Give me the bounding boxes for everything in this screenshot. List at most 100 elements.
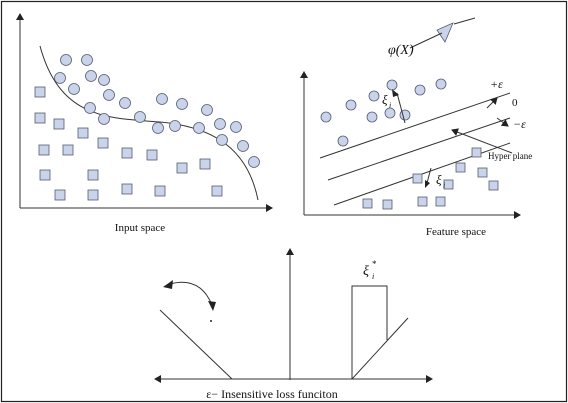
slack-upper-arrowhead xyxy=(392,89,399,97)
loss-function-panel: ξ * i ε− Insensitive loss funciton xyxy=(154,248,433,401)
mapping-line xyxy=(409,32,443,49)
input-circle xyxy=(201,104,213,116)
feature-circle xyxy=(320,111,332,123)
feature-square xyxy=(455,162,466,173)
epsilon-insensitive-loss-curve xyxy=(159,309,409,380)
xi-upper-label: ξ xyxy=(382,92,388,107)
input-circle xyxy=(98,74,110,86)
input-circle xyxy=(81,54,93,66)
input-square xyxy=(146,149,158,161)
mapping-triangle-icon xyxy=(436,22,454,43)
input-square xyxy=(97,137,109,149)
slack-upper-arrow xyxy=(396,92,406,124)
feature-space-panel: +ε 0 −ε Hyper plane ξ i ξ i Feature spac… xyxy=(300,71,532,238)
slack-rectangle xyxy=(351,285,388,379)
rotation-arrowhead-left xyxy=(163,280,173,289)
feature-square xyxy=(471,147,482,158)
input-circle xyxy=(248,156,260,168)
feature-circle xyxy=(414,84,426,96)
feature-circle xyxy=(366,111,378,123)
input-circle xyxy=(98,113,110,125)
input-square xyxy=(121,147,133,159)
input-square xyxy=(176,162,188,174)
feature-square xyxy=(488,180,499,191)
epsilon-plus-arrow xyxy=(486,97,498,109)
input-circle xyxy=(230,121,242,133)
slack-lower-arrowhead xyxy=(425,180,430,188)
feature-circles xyxy=(320,78,447,147)
input-square xyxy=(62,144,74,156)
feature-circle xyxy=(435,78,447,90)
feature-square xyxy=(362,198,373,209)
feature-square xyxy=(417,196,428,207)
input-circle xyxy=(169,120,181,132)
input-square xyxy=(38,144,50,156)
input-circle xyxy=(68,83,80,95)
input-circle xyxy=(214,118,226,130)
feature-square xyxy=(435,196,446,207)
input-circle xyxy=(60,54,72,66)
input-square xyxy=(77,127,89,139)
epsilon-upper-line xyxy=(319,92,511,159)
xi-upper-subscript: i xyxy=(389,101,391,110)
feature-circle xyxy=(337,135,349,147)
feature-squares xyxy=(362,147,499,210)
input-square xyxy=(34,86,46,98)
input-circle xyxy=(152,122,164,134)
feature-circle xyxy=(345,99,357,111)
slack-lower-arrow xyxy=(426,167,432,184)
feature-square xyxy=(412,173,423,184)
epsilon-minus-arrow xyxy=(496,117,509,127)
mapping-line xyxy=(453,17,476,25)
zero-label: 0 xyxy=(512,97,518,109)
mapping-label: φ(X) xyxy=(388,43,414,58)
input-circle xyxy=(85,70,97,82)
feature-circle xyxy=(384,107,396,119)
hyperplane-pointer xyxy=(451,128,513,154)
loss-function-caption: ε− Insensitive loss funciton xyxy=(206,387,337,401)
plus-epsilon-label: +ε xyxy=(490,77,503,91)
input-square xyxy=(199,158,211,170)
input-circles xyxy=(54,54,260,168)
feature-square xyxy=(382,199,393,210)
rotation-arrowhead-right xyxy=(208,301,216,311)
feature-space-caption: Feature space xyxy=(426,226,486,238)
input-squares xyxy=(34,86,223,201)
input-space-caption: Input space xyxy=(115,222,166,234)
nonlinear-boundary-curve xyxy=(39,45,259,201)
input-circle xyxy=(54,72,66,84)
input-square xyxy=(34,112,46,124)
input-square xyxy=(87,189,99,201)
rotation-arc xyxy=(169,281,213,306)
input-space-panel: Input space xyxy=(16,13,273,234)
input-circle xyxy=(134,111,146,123)
input-square xyxy=(211,185,223,197)
input-circle xyxy=(193,122,205,134)
xi-lower-label: ξ xyxy=(436,172,442,187)
xi-star-label: ξ xyxy=(363,264,369,279)
xi-lower-subscript: i xyxy=(443,181,445,190)
xi-star-subscript: i xyxy=(372,272,374,281)
input-square xyxy=(87,169,99,181)
feature-square xyxy=(477,167,488,178)
feature-circle xyxy=(386,79,398,91)
xi-star-superscript: * xyxy=(372,259,377,269)
input-circle xyxy=(176,98,188,110)
minus-epsilon-label: −ε xyxy=(513,117,526,131)
mapping-arrow: φ(X) xyxy=(388,17,476,58)
input-circle xyxy=(119,97,131,109)
input-square xyxy=(53,118,65,130)
center-dot xyxy=(210,320,212,322)
input-square xyxy=(54,189,66,201)
input-square xyxy=(39,169,51,181)
input-square xyxy=(154,185,166,197)
input-circle xyxy=(156,93,168,105)
input-circle xyxy=(216,134,228,146)
feature-circle xyxy=(368,90,380,102)
input-circle xyxy=(84,102,96,114)
hyperplane-label: Hyper plane xyxy=(488,151,532,161)
input-circle xyxy=(103,89,115,101)
